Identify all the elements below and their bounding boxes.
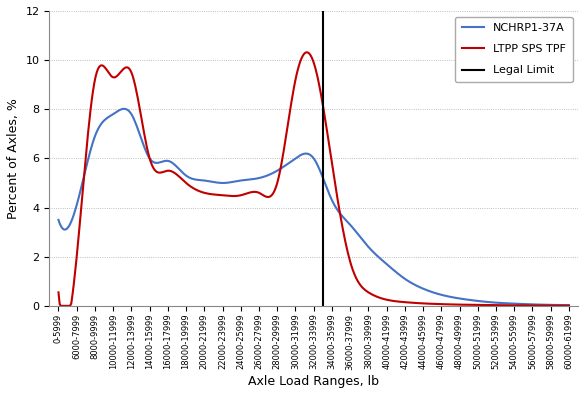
Legend: NCHRP1-37A, LTPP SPS TPF, Legal Limit: NCHRP1-37A, LTPP SPS TPF, Legal Limit [455, 17, 573, 82]
Y-axis label: Percent of Axles, %: Percent of Axles, % [7, 98, 20, 219]
X-axis label: Axle Load Ranges, lb: Axle Load Ranges, lb [248, 375, 379, 388]
